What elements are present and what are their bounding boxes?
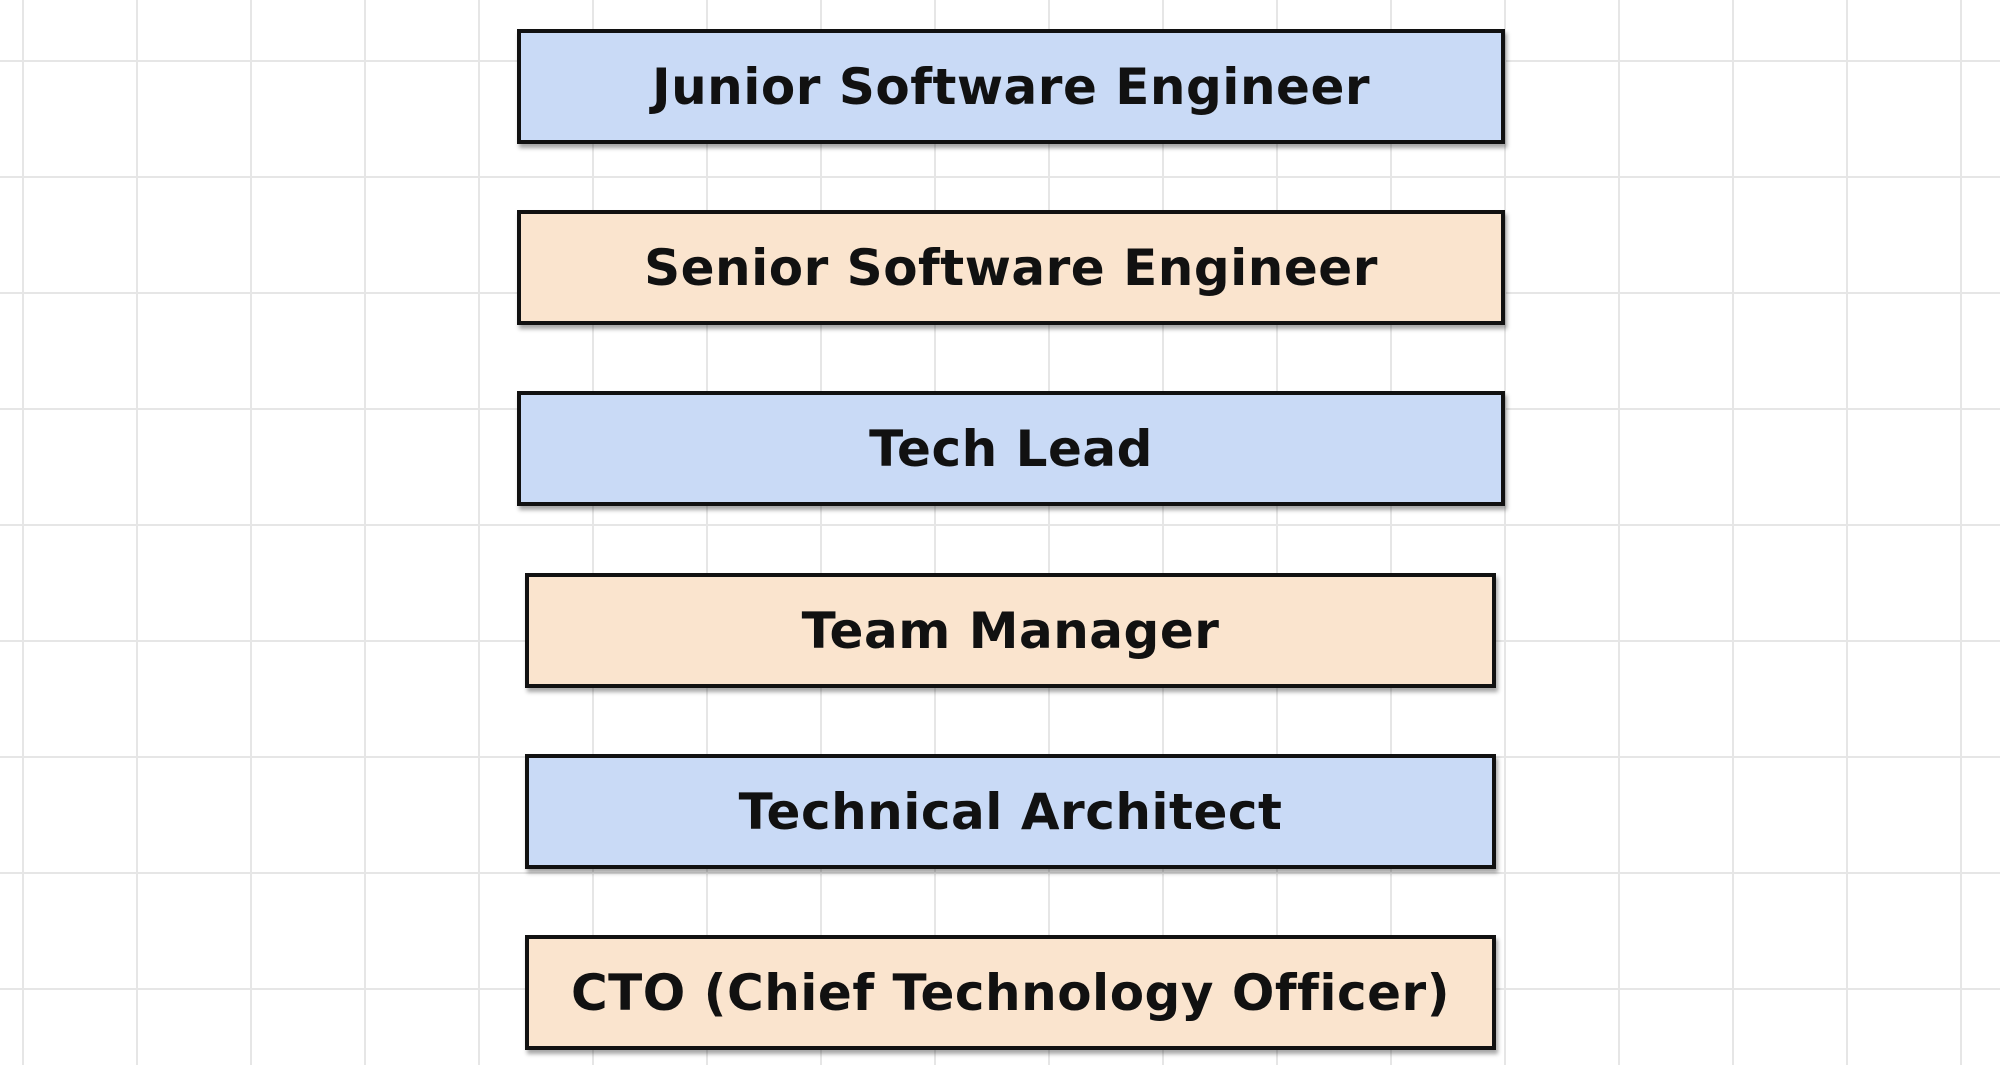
box-label: Senior Software Engineer [644,238,1378,297]
box-cto[interactable]: CTO (Chief Technology Officer) [525,935,1496,1050]
box-label: Team Manager [801,601,1220,660]
box-junior-software-engineer[interactable]: Junior Software Engineer [517,29,1505,144]
box-label: Junior Software Engineer [651,57,1371,116]
box-senior-software-engineer[interactable]: Senior Software Engineer [517,210,1505,325]
box-technical-architect[interactable]: Technical Architect [525,754,1496,869]
box-tech-lead[interactable]: Tech Lead [517,391,1505,506]
box-label: CTO (Chief Technology Officer) [570,963,1451,1022]
box-label: Technical Architect [738,782,1283,841]
box-label: Tech Lead [869,419,1153,478]
box-team-manager[interactable]: Team Manager [525,573,1496,688]
canvas-margin [0,1065,2000,1083]
